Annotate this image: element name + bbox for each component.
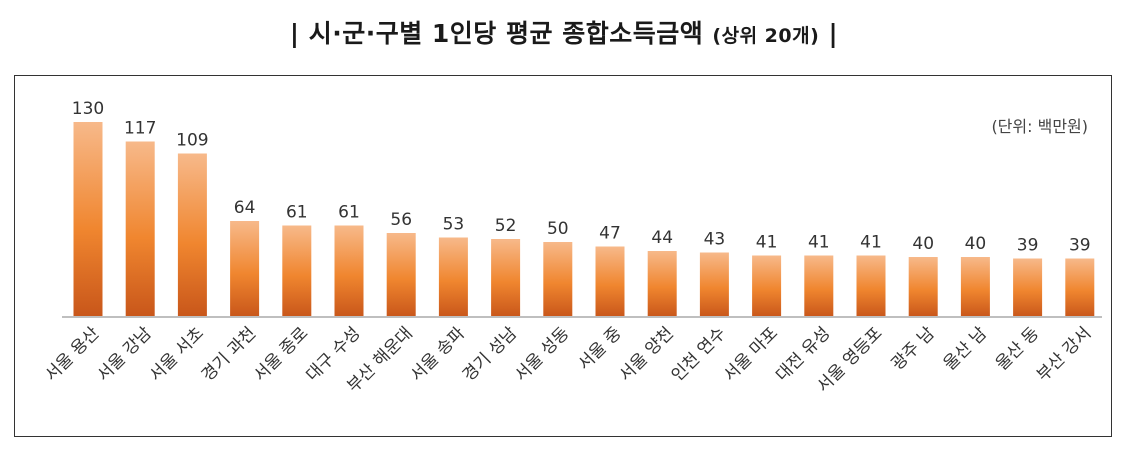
value-label-19: 39 [1069, 236, 1091, 256]
chart-title-end: | [819, 19, 839, 48]
bar-4 [282, 225, 312, 317]
x-tick-label-0: 서울 용산 [41, 323, 103, 385]
bar-16 [908, 257, 938, 317]
bar-17 [960, 257, 990, 317]
bar-2 [177, 153, 207, 317]
bar-5 [334, 225, 364, 317]
value-label-11: 44 [651, 228, 673, 248]
value-label-5: 61 [338, 203, 360, 223]
value-label-6: 56 [390, 210, 412, 230]
x-tick-label-12: 인천 연수 [668, 323, 730, 385]
x-tick-label-19: 부산 강서 [1033, 323, 1095, 385]
value-label-15: 41 [860, 233, 882, 253]
bar-6 [386, 233, 416, 317]
x-tick-label-4: 서울 종로 [250, 323, 312, 385]
bar-1 [125, 141, 155, 317]
value-label-4: 61 [286, 203, 308, 223]
bar-10 [595, 246, 625, 317]
x-tick-label-2: 서울 서초 [146, 323, 208, 385]
value-label-14: 41 [808, 233, 830, 253]
x-tick-label-9: 서울 성동 [511, 323, 573, 385]
bar-15 [856, 255, 886, 317]
x-tick-label-18: 울산 동 [992, 323, 1043, 374]
value-label-12: 43 [704, 230, 726, 250]
value-label-0: 130 [72, 99, 104, 119]
bar-14 [804, 255, 834, 317]
bar-13 [752, 255, 782, 317]
value-label-16: 40 [912, 234, 934, 254]
chart-frame [14, 75, 1112, 437]
chart-title-main: | 시·군·구별 1인당 평균 종합소득금액 [289, 19, 713, 48]
chart-title: | 시·군·구별 1인당 평균 종합소득금액 (상위 20개) | [0, 14, 1128, 50]
value-label-3: 64 [234, 198, 256, 218]
x-tick-label-1: 서울 강남 [94, 323, 156, 385]
value-label-17: 40 [965, 234, 987, 254]
value-label-13: 41 [756, 233, 778, 253]
bars-group [73, 122, 1095, 317]
value-label-8: 52 [495, 216, 517, 236]
bar-7 [438, 237, 468, 317]
value-label-7: 53 [443, 215, 465, 235]
bar-19 [1065, 258, 1095, 317]
x-tick-label-8: 경기 성남 [459, 323, 521, 385]
value-label-2: 109 [176, 131, 208, 151]
value-label-9: 50 [547, 219, 569, 239]
x-tick-label-10: 서울 중 [574, 323, 625, 374]
bar-12 [699, 252, 729, 317]
bar-18 [1013, 258, 1043, 317]
x-tick-label-7: 서울 송파 [407, 323, 469, 385]
value-label-10: 47 [599, 224, 621, 244]
bar-3 [230, 221, 260, 317]
value-label-1: 117 [124, 119, 156, 139]
bar-0 [73, 122, 103, 317]
value-labels-group: 130 117 109 64 61 61 56 53 52 50 47 44 43 41 41 41 40 40 3… [72, 99, 1091, 256]
bar-11 [647, 251, 677, 317]
x-tick-label-17: 울산 남 [940, 323, 991, 374]
bar-8 [491, 239, 521, 317]
x-tick-label-3: 경기 과천 [198, 323, 260, 385]
x-tick-label-11: 서울 양천 [616, 323, 678, 385]
chart-title-paren: (상위 20개) [712, 25, 820, 47]
value-label-18: 39 [1017, 236, 1039, 256]
unit-note: (단위: 백만원) [991, 117, 1088, 136]
bar-9 [543, 242, 573, 317]
x-tick-label-16: 광주 남 [888, 323, 939, 374]
x-tick-label-13: 서울 마포 [720, 323, 782, 385]
